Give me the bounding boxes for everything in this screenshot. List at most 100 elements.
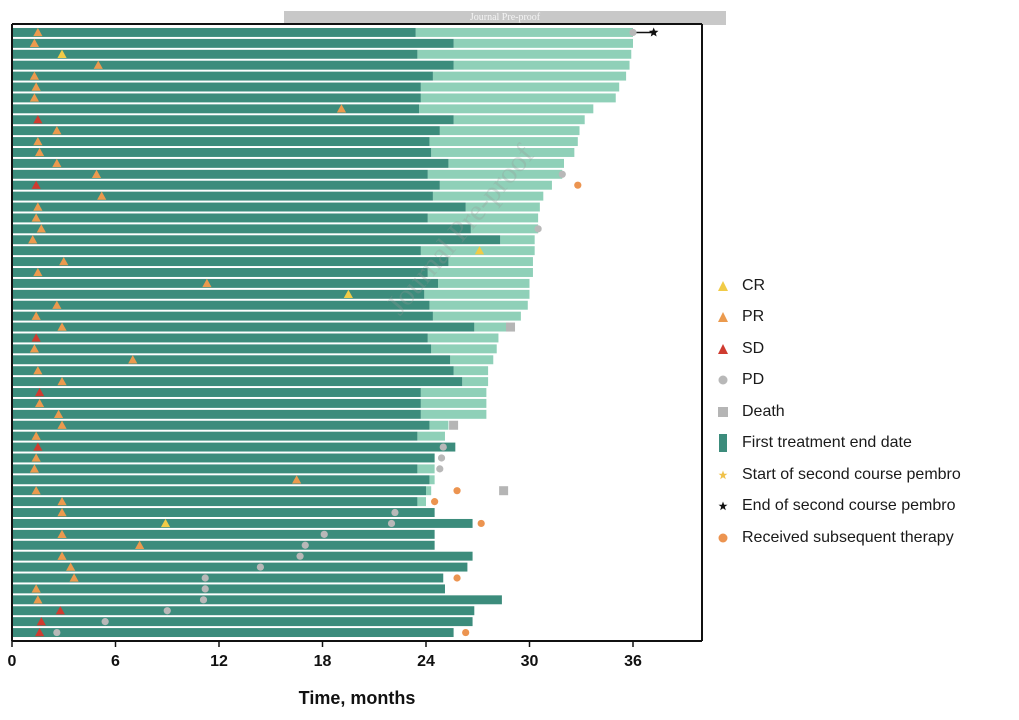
legend-item-pd: PD (714, 365, 1014, 397)
legend-item-subsequent: Received subsequent therapy (714, 522, 1014, 554)
response-marker-pr (336, 104, 347, 113)
after-treatment-bar (470, 224, 539, 234)
response-marker-sd (35, 387, 45, 397)
response-marker-sd (33, 115, 43, 124)
pd-marker (439, 443, 447, 451)
response-marker-pr (36, 224, 46, 233)
after-treatment-bar (450, 355, 494, 365)
pd-marker (199, 596, 208, 604)
pd-marker (391, 508, 399, 517)
first-treatment-bar (12, 126, 440, 136)
first-treatment-bar (12, 27, 416, 37)
response-marker-pr (66, 562, 76, 571)
response-marker-pr (31, 431, 41, 440)
first-treatment-bar (12, 60, 454, 70)
pd-marker (101, 618, 109, 626)
after-treatment-bar (453, 60, 630, 70)
first-treatment-bar (12, 344, 432, 354)
legend-item-death: Death (714, 396, 1014, 428)
after-treatment-bar (427, 213, 539, 223)
after-treatment-bar (465, 202, 540, 212)
subsequent-therapy-marker (453, 487, 461, 495)
first-treatment-bar (12, 573, 444, 583)
legend-item-cr: CR (714, 270, 1014, 302)
after-treatment-bar (420, 93, 616, 103)
after-treatment-bar (415, 27, 633, 37)
first-treatment-bar (12, 486, 426, 496)
legend-label-start-second: Start of second course pembro (742, 465, 961, 483)
x-tick-label: 18 (314, 653, 332, 670)
pd-marker (53, 628, 61, 637)
first-treatment-bar (12, 409, 421, 419)
legend-item-start-second: Start of second course pembro (714, 459, 1014, 491)
first-treatment-bar (12, 377, 463, 387)
first-treatment-bar (12, 191, 433, 201)
first-treatment-bar (12, 595, 502, 605)
response-marker-pr (57, 420, 67, 429)
circle-icon (714, 371, 732, 389)
response-marker-pr (202, 278, 212, 288)
response-marker-cr (160, 518, 171, 528)
after-treatment-bar (417, 464, 435, 474)
pd-marker (301, 541, 309, 549)
first-treatment-bar (12, 115, 454, 125)
after-treatment-bar (439, 126, 580, 136)
response-marker-pr (31, 584, 41, 593)
circle-icon (714, 529, 732, 547)
first-treatment-bar (12, 617, 473, 627)
first-treatment-bar (12, 213, 428, 223)
death-marker (506, 322, 516, 332)
response-marker-pr (31, 311, 41, 320)
after-treatment-bar (417, 497, 426, 507)
first-treatment-bar (12, 551, 473, 561)
response-marker-pr (29, 71, 40, 80)
subsequent-therapy-marker (574, 181, 582, 189)
first-treatment-bar (12, 398, 421, 408)
after-treatment-bar (432, 311, 521, 321)
first-treatment-bar (12, 508, 435, 518)
markers-layer (28, 27, 659, 637)
first-treatment-bar (12, 104, 420, 114)
response-marker-pr (57, 322, 67, 331)
response-marker-sd (31, 180, 41, 189)
first-treatment-bar (12, 388, 421, 397)
first-treatment-bar (12, 246, 421, 256)
response-marker-pr (57, 497, 67, 506)
bar-icon (714, 434, 732, 453)
response-marker-pr (31, 486, 41, 495)
bars-layer (12, 27, 633, 638)
first-treatment-bar (12, 497, 418, 507)
subsequent-therapy-marker (462, 628, 470, 637)
first-treatment-bar (12, 82, 421, 92)
legend-item-end-second: End of second course pembro (714, 491, 1014, 523)
legend-label-subsequent: Received subsequent therapy (742, 528, 954, 546)
response-marker-pr (57, 551, 67, 560)
response-marker-pr (33, 202, 43, 211)
response-marker-pr (97, 191, 107, 200)
after-treatment-bar (420, 388, 487, 397)
response-marker-pr (52, 300, 62, 309)
response-marker-pr (93, 60, 103, 69)
response-marker-cr (343, 289, 353, 298)
legend-item-sd: SD (714, 333, 1014, 365)
pd-marker (163, 607, 171, 615)
after-treatment-bar (432, 191, 544, 201)
response-marker-pr (53, 409, 64, 419)
first-treatment-bar (12, 137, 430, 147)
response-marker-pr (33, 595, 43, 604)
first-treatment-bar (12, 169, 428, 179)
response-marker-pr (59, 256, 69, 266)
legend-label-pr: PR (742, 308, 765, 326)
response-marker-pr (28, 235, 38, 244)
pd-marker (320, 530, 328, 538)
response-marker-pr (35, 147, 45, 157)
response-marker-pr (31, 453, 41, 462)
after-treatment-bar (462, 377, 489, 387)
first-treatment-bar (12, 431, 418, 441)
triangle-icon (714, 308, 732, 326)
first-treatment-bar (12, 464, 418, 474)
journal-preproof-banner: Journal Pre-proof (284, 11, 726, 25)
after-treatment-bar (448, 257, 533, 267)
after-treatment-bar (439, 180, 552, 190)
